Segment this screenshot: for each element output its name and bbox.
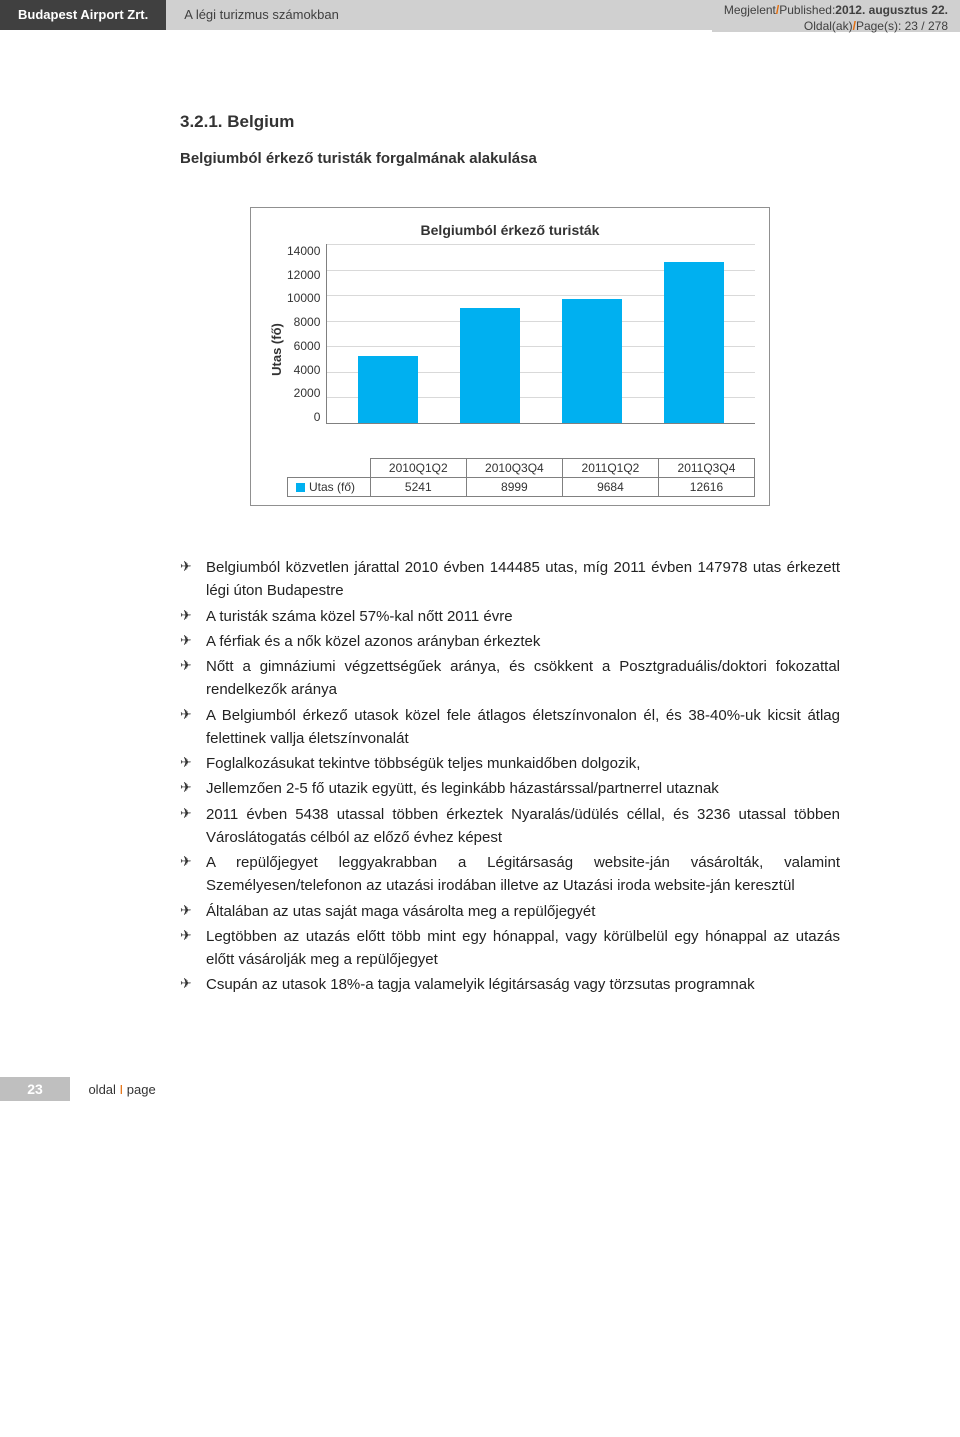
chart-title: Belgiumból érkező turisták [265,222,755,238]
section-title: Belgium [227,112,294,131]
chart-table-value-row: Utas (fő) 5241 8999 9684 12616 [288,478,755,497]
legend-square-icon [296,483,305,492]
chart-table-val: 12616 [658,478,754,497]
chart-y-tick: 10000 [287,291,320,305]
chart-data-table: 2010Q1Q2 2010Q3Q4 2011Q1Q2 2011Q3Q4 Utas… [287,458,755,497]
chart-y-tick: 8000 [294,315,321,329]
bullet-item: Legtöbben az utazás előtt több mint egy … [180,925,840,972]
chart-y-tick: 14000 [287,244,320,258]
chart-y-axis: 14000 12000 10000 8000 6000 4000 2000 0 [287,244,326,424]
bullet-item: Csupán az utasok 18%-a tagja valamelyik … [180,973,840,996]
chart-bar [460,308,520,423]
chart-plot [326,244,755,424]
chart-table-val: 9684 [562,478,658,497]
chart-bar [562,299,622,423]
page-body: 3.2.1. Belgium Belgiumból érkező turistá… [0,32,960,1141]
pages-label: Oldal(ak) [804,19,853,33]
chart-y-tick: 0 [314,410,321,424]
footer-page-number: 23 [0,1077,70,1101]
section-heading: 3.2.1. Belgium [180,112,840,132]
published-date: 2012. augusztus 22. [835,3,948,17]
bullet-item: A repülőjegyet leggyakrabban a Légitársa… [180,851,840,898]
bullet-item: A turisták száma közel 57%-kal nőtt 2011… [180,605,840,628]
bullet-item: Általában az utas saját maga vásárolta m… [180,900,840,923]
chart-table-cat: 2011Q3Q4 [658,459,754,478]
chart-y-axis-label: Utas (fő) [265,244,287,454]
document-header: Budapest Airport Zrt. A légi turizmus sz… [0,0,960,32]
chart-table-row-label: Utas (fő) [288,478,371,497]
chart-table-val: 5241 [370,478,466,497]
published-label-en: Published: [779,3,835,17]
bullet-item: Nőtt a gimnáziumi végzettségűek aránya, … [180,655,840,702]
chart-y-tick: 12000 [287,268,320,282]
published-label: Megjelent [724,3,776,17]
bullet-item: Foglalkozásukat tekintve többségük telje… [180,752,840,775]
bullet-item: 2011 évben 5438 utassal többen érkeztek … [180,803,840,850]
chart-table-cat: 2010Q3Q4 [466,459,562,478]
chart-bar [664,262,724,423]
page-footer: 23 oldal I page [180,1077,840,1101]
bullet-item: A férfiak és a nők közel azonos arányban… [180,630,840,653]
chart-table-cat: 2011Q1Q2 [562,459,658,478]
chart-table-corner [288,459,371,478]
chart-plot-area: Utas (fő) 14000 12000 10000 8000 6000 4000 200… [265,244,755,454]
chart-container: Belgiumból érkező turisták Utas (fő) 140… [250,207,770,506]
bullet-item: Belgiumból közvetlen járattal 2010 évben… [180,556,840,603]
pages-value: 23 / 278 [905,19,948,33]
bullet-list: Belgiumból közvetlen járattal 2010 évben… [180,556,840,997]
chart-y-tick: 4000 [294,363,321,377]
section-number: 3.2.1. [180,112,223,131]
header-meta: Megjelent/Published:2012. augusztus 22. … [712,0,960,32]
header-tab-company: Budapest Airport Zrt. [0,0,166,30]
bullet-item: A Belgiumból érkező utasok közel fele át… [180,704,840,751]
chart-bar [358,356,418,423]
chart-bars [327,244,755,423]
chart-y-tick: 2000 [294,386,321,400]
bullet-item: Jellemzően 2-5 fő utazik együtt, és legi… [180,777,840,800]
chart-y-tick: 6000 [294,339,321,353]
section-subtitle: Belgiumból érkező turisták forgalmának a… [180,150,840,167]
chart-table-cat: 2010Q1Q2 [370,459,466,478]
chart-table-val: 8999 [466,478,562,497]
footer-label: oldal I page [88,1082,155,1097]
pages-label-en: Page(s): [856,19,905,33]
footer-sep: I [120,1082,124,1097]
chart-table-header-row: 2010Q1Q2 2010Q3Q4 2011Q1Q2 2011Q3Q4 [288,459,755,478]
